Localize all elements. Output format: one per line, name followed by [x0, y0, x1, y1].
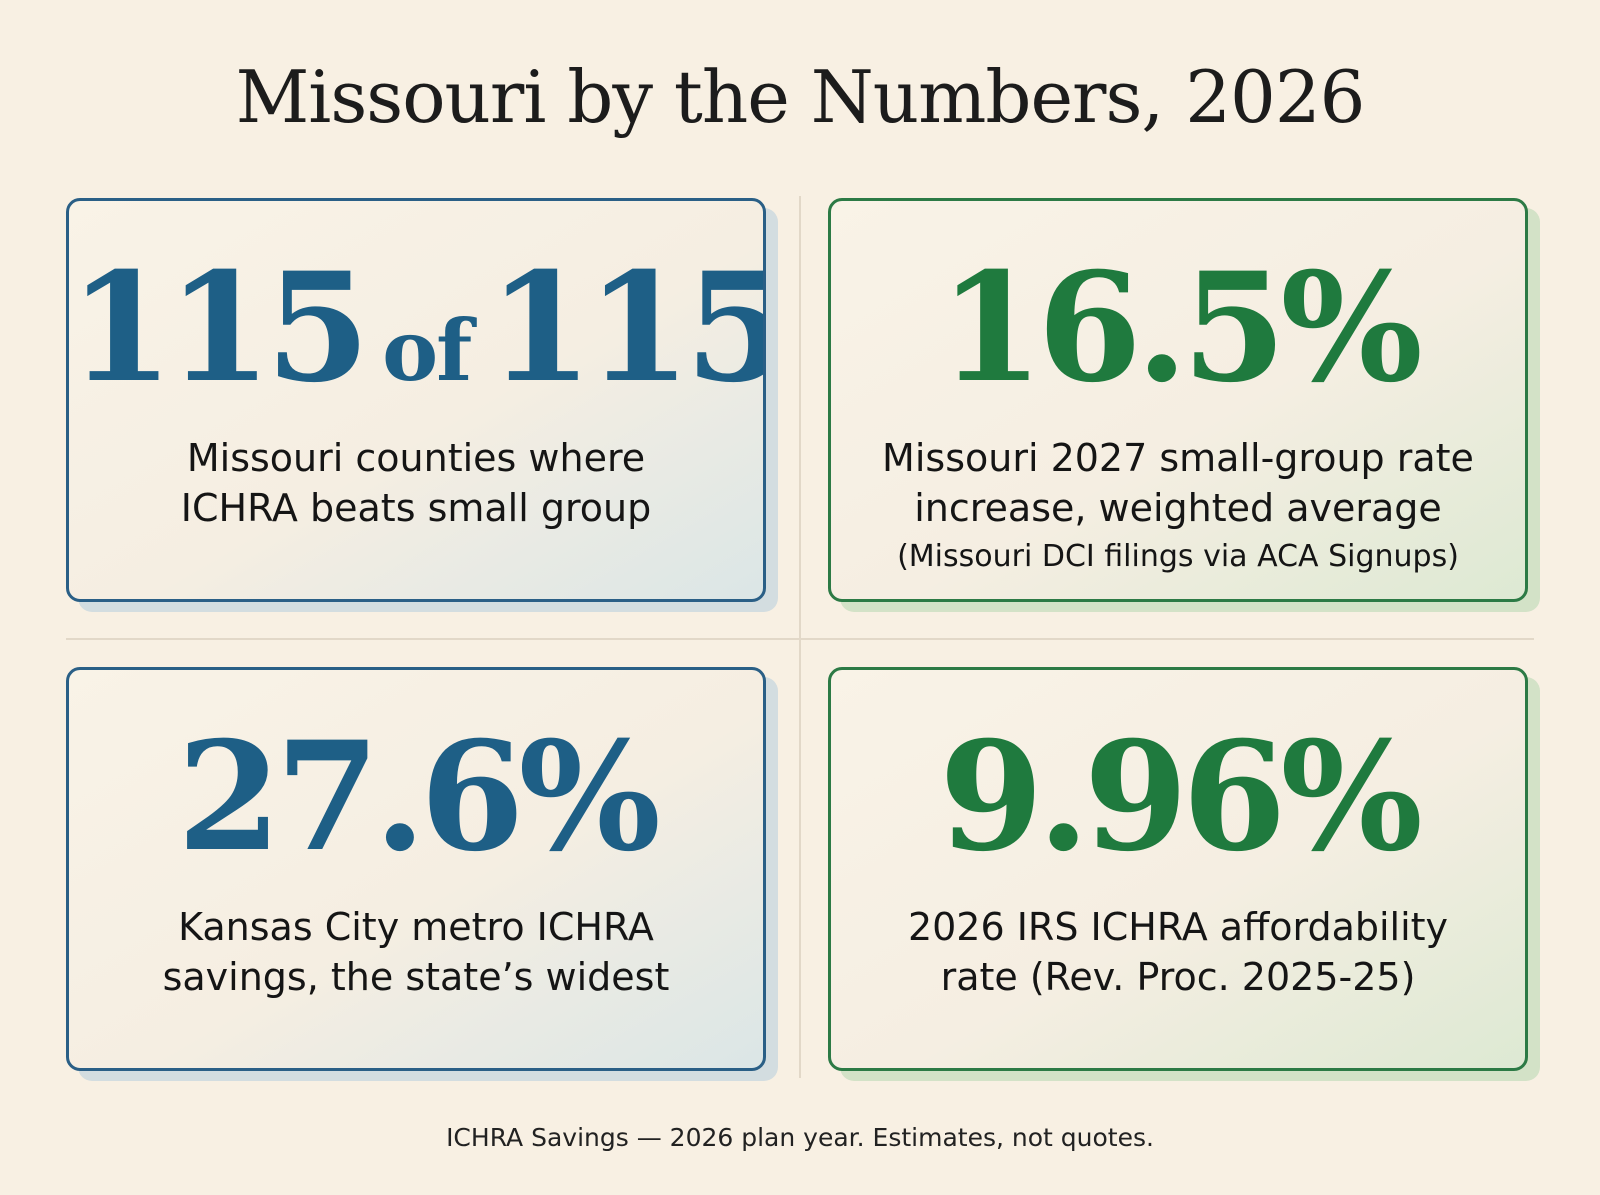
- stat-description-line: Missouri counties where: [186, 436, 646, 480]
- stat-description-line: savings, the state’s widest: [162, 955, 670, 999]
- stat-value: 9.96%: [939, 709, 1423, 885]
- stat-description: 2026 IRS ICHRA affordability rate (Rev. …: [851, 902, 1505, 1002]
- stat-description: Missouri 2027 small-group rate increase,…: [851, 433, 1505, 579]
- horizontal-divider: [66, 638, 1534, 640]
- stat-value: 27.6%: [177, 709, 661, 885]
- stat-description-line: increase, weighted average: [914, 486, 1442, 530]
- stat-value-count: 115: [69, 240, 370, 416]
- page-title: Missouri by the Numbers, 2026: [235, 55, 1366, 139]
- stat-card-counties: 115 of 115 Missouri counties where ICHRA b…: [66, 198, 766, 602]
- stat-description: Kansas City metro ICHRA savings, the sta…: [89, 902, 743, 1002]
- vertical-divider: [799, 196, 801, 1078]
- stat-value-total: 115: [488, 240, 766, 416]
- stat-value-of: of: [382, 301, 472, 400]
- stat-source-note: (Missouri DCI filings via ACA Signups): [897, 539, 1459, 574]
- stat-value: 115 of 115: [69, 243, 763, 436]
- stat-description-line: 2026 IRS ICHRA affordability: [907, 905, 1449, 949]
- footer-note: ICHRA Savings — 2026 plan year. Estimate…: [446, 1123, 1154, 1152]
- stat-card-kc-savings: 27.6% Kansas City metro ICHRA savings, t…: [66, 667, 766, 1071]
- stat-description-line: rate (Rev. Proc. 2025-25): [940, 955, 1416, 999]
- stat-card-affordability: 9.96% 2026 IRS ICHRA affordability rate …: [828, 667, 1528, 1071]
- stat-description-line: Missouri 2027 small-group rate: [882, 436, 1474, 480]
- stat-description-line: Kansas City metro ICHRA: [178, 905, 654, 949]
- stat-value: 16.5%: [939, 240, 1423, 416]
- stat-description: Missouri counties where ICHRA beats smal…: [89, 433, 743, 533]
- stat-description-line: ICHRA beats small group: [180, 486, 652, 530]
- stat-card-rate-increase: 16.5% Missouri 2027 small-group rate inc…: [828, 198, 1528, 602]
